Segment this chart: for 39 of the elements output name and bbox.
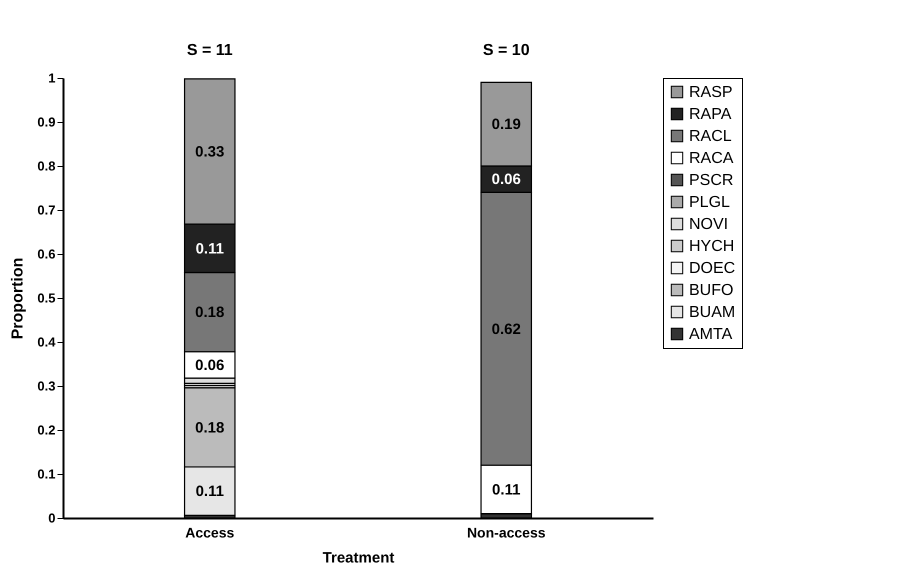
data-label: 0.11 (196, 240, 224, 258)
y-tick-label: 0.7 (37, 202, 56, 218)
y-tick-label: 0.5 (37, 290, 56, 306)
legend-label: RAPA (689, 106, 732, 123)
legend-label: PSCR (689, 172, 734, 189)
y-tick-label: 0.2 (37, 422, 56, 438)
x-axis-title: Treatment (322, 550, 394, 566)
y-tick-label: 0.6 (37, 246, 56, 262)
x-tick-label: Access (185, 524, 234, 540)
data-label: 0.06 (492, 171, 521, 188)
data-label: 0.18 (195, 419, 224, 436)
data-label: 0.18 (195, 304, 224, 322)
y-tick-label: 0.1 (37, 466, 56, 482)
legend-label: RACA (689, 150, 734, 167)
x-tick-label: Non-access (466, 524, 546, 540)
legend-label: HYCH (689, 238, 734, 255)
legend-label: NOVI (689, 216, 728, 233)
y-tick-label: 0.8 (37, 158, 56, 174)
y-tick-label: 0.9 (37, 114, 56, 130)
data-label: 0.06 (195, 356, 224, 374)
data-label: 0.11 (492, 481, 520, 498)
y-tick-label: 0.3 (37, 378, 56, 394)
data-label: 0.11 (196, 483, 224, 500)
y-axis-title: Proportion (9, 258, 26, 340)
y-tick-label: 0.4 (37, 334, 56, 350)
data-label: 0.33 (195, 143, 224, 160)
legend-label: RASP (689, 84, 733, 101)
y-tick-label: 0 (48, 510, 56, 526)
legend-label: AMTA (689, 326, 733, 343)
text: S = 11 (186, 42, 233, 59)
legend-label: BUFO (689, 282, 734, 299)
legend-label: BUAM (689, 304, 736, 321)
data-label: 0.19 (492, 116, 521, 134)
y-tick-label: 1 (48, 70, 56, 86)
legend-label: DOEC (689, 260, 736, 277)
legend-label: RACL (689, 128, 732, 145)
data-label: 0.62 (492, 320, 521, 338)
legend-label: PLGL (689, 194, 730, 211)
text: S = 10 (482, 42, 530, 59)
